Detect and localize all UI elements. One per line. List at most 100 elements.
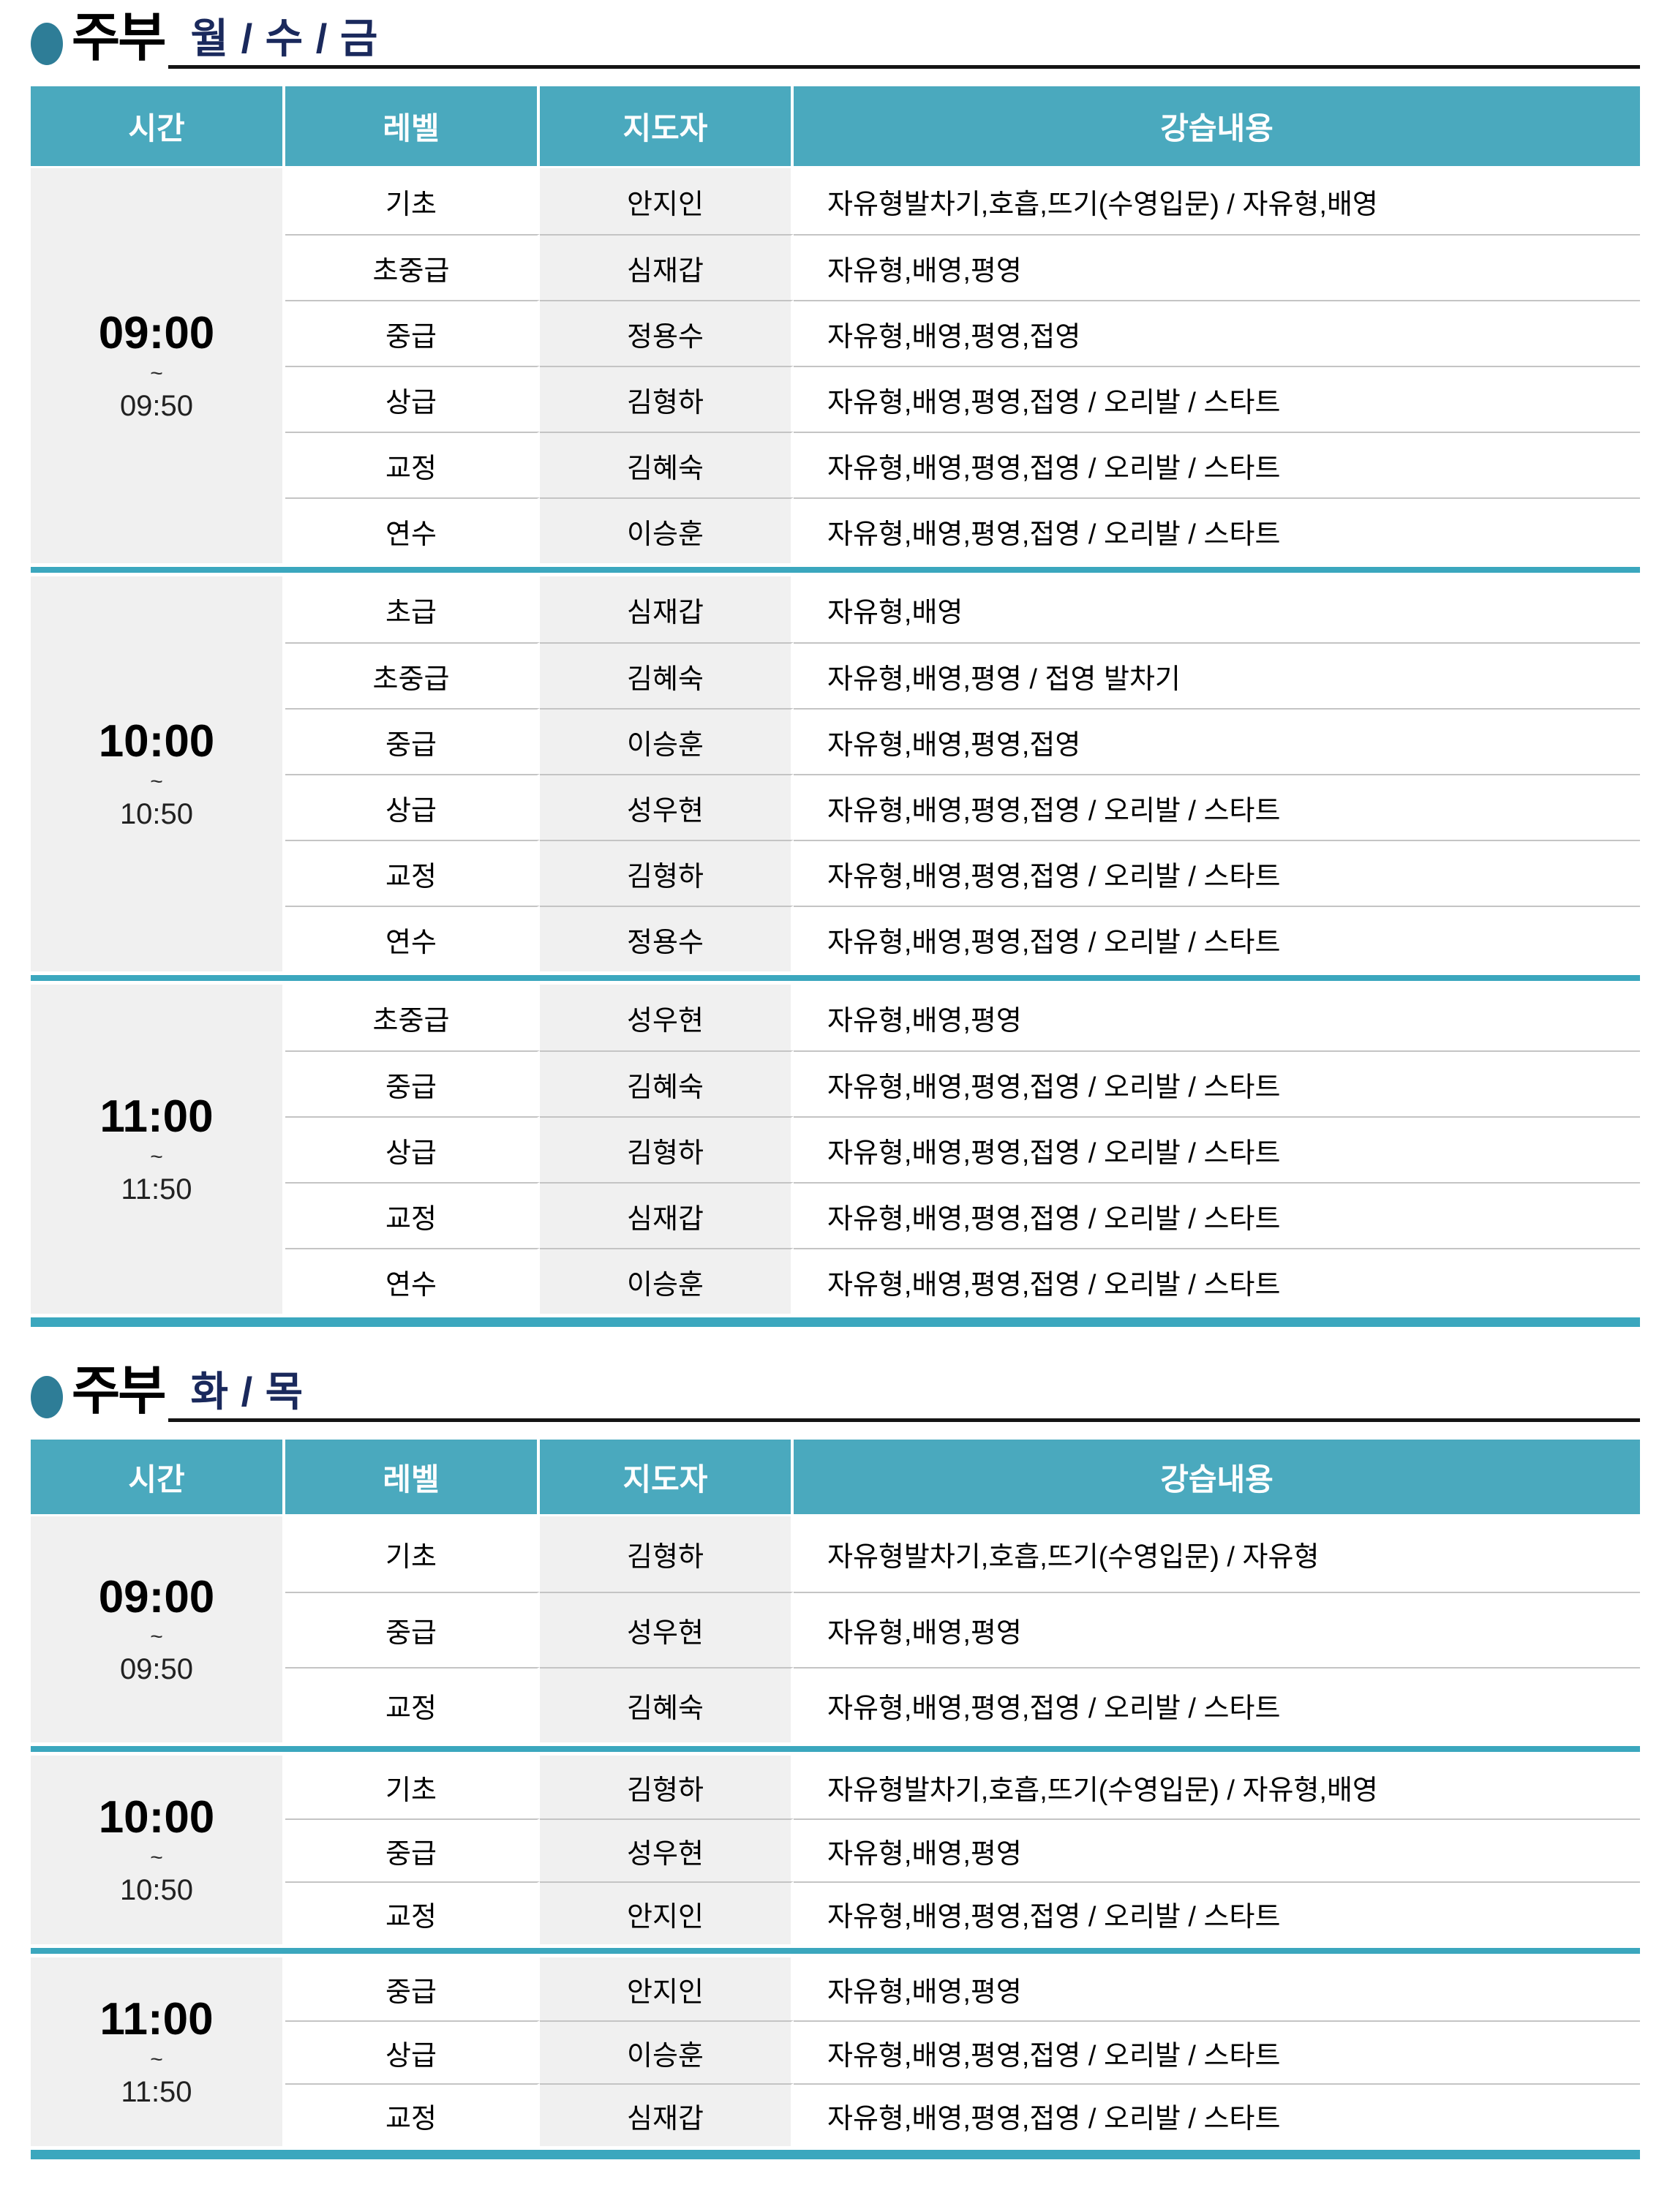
level-cell: 상급 — [285, 366, 540, 432]
level-cell: 교정 — [285, 432, 540, 497]
content-cell: 자유형발차기,호흡,뜨기(수영입문) / 자유형 — [794, 1516, 1640, 1592]
level-cell: 초급 — [285, 576, 540, 642]
content-cell: 자유형,배영,평영,접영 — [794, 300, 1640, 366]
time-tilde: ~ — [150, 1144, 163, 1169]
col-header-content: 강습내용 — [794, 1440, 1640, 1516]
instructor-cell: 성우현 — [540, 1818, 794, 1881]
instructor-cell: 김혜숙 — [540, 1050, 794, 1116]
table-row: 상급 김형하 자유형,배영,평영,접영 / 오리발 / 스타트 — [31, 1116, 1640, 1182]
level-cell: 교정 — [285, 1182, 540, 1248]
time-cell: 10:00 ~ 10:50 — [31, 576, 285, 971]
instructor-cell: 김형하 — [540, 1116, 794, 1182]
level-cell: 연수 — [285, 497, 540, 563]
time-cell: 09:00 ~ 09:50 — [31, 168, 285, 563]
table-row: 11:00 ~ 11:50 중급 안지인 자유형,배영,평영 — [31, 1957, 1640, 2146]
col-header-level: 레벨 — [285, 86, 540, 168]
time-end: 10:50 — [119, 1873, 194, 1906]
section-title-mwf: 주부 월 / 수 / 금 — [31, 12, 1640, 69]
content-cell: 자유형,배영,평영,접영 / 오리발 / 스타트 — [794, 906, 1640, 971]
schedule-table-tt: 시간 레벨 지도자 강습내용 09:00 ~ 09:50 기초 김형하 자유형발… — [31, 1440, 1640, 2159]
time-start: 10:00 — [98, 716, 215, 767]
level-cell: 기초 — [285, 1516, 540, 1592]
table-row: 교정 심재갑 자유형,배영,평영,접영 / 오리발 / 스타트 — [31, 2083, 1640, 2146]
table-row: 10:00 ~ 10:50 기초 김형하 자유형발차기,호흡,뜨기(수영입문) … — [31, 1756, 1640, 1944]
content-cell: 자유형,배영,평영,접영 / 오리발 / 스타트 — [794, 840, 1640, 906]
block-separator — [31, 971, 1640, 985]
col-header-time: 시간 — [31, 86, 285, 168]
table-bottom-border — [31, 1314, 1640, 1327]
content-cell: 자유형,배영,평영,접영 / 오리발 / 스타트 — [794, 774, 1640, 840]
instructor-cell: 정용수 — [540, 906, 794, 971]
level-cell: 중급 — [285, 708, 540, 774]
content-cell: 자유형,배영,평영 — [794, 234, 1640, 300]
content-cell: 자유형,배영,평영 / 접영 발차기 — [794, 642, 1640, 708]
table-row: 중급 정용수 자유형,배영,평영,접영 — [31, 300, 1640, 366]
title-underline: 월 / 수 / 금 — [168, 18, 1640, 69]
section-title-tt: 주부 화 / 목 — [31, 1365, 1640, 1422]
col-header-instructor: 지도자 — [540, 86, 794, 168]
content-cell: 자유형,배영,평영,접영 / 오리발 / 스타트 — [794, 1667, 1640, 1742]
level-cell: 초중급 — [285, 234, 540, 300]
section-title-text: 주부 — [72, 9, 166, 67]
level-cell: 중급 — [285, 1592, 540, 1667]
table-row: 교정 김혜숙 자유형,배영,평영,접영 / 오리발 / 스타트 — [31, 1667, 1640, 1742]
instructor-cell: 김혜숙 — [540, 432, 794, 497]
level-cell: 교정 — [285, 1881, 540, 1944]
table-row: 초중급 김혜숙 자유형,배영,평영 / 접영 발차기 — [31, 642, 1640, 708]
block-separator — [31, 1742, 1640, 1756]
time-end: 11:50 — [121, 2075, 192, 2108]
table-bottom-border — [31, 2146, 1640, 2159]
level-cell: 초중급 — [285, 985, 540, 1050]
table-row: 10:00 ~ 10:50 초급 심재갑 자유형,배영 — [31, 576, 1640, 971]
table-row: 중급 이승훈 자유형,배영,평영,접영 — [31, 708, 1640, 774]
content-cell: 자유형,배영,평영,접영 — [794, 708, 1640, 774]
content-cell: 자유형,배영,평영,접영 / 오리발 / 스타트 — [794, 1881, 1640, 1944]
content-cell: 자유형,배영,평영,접영 / 오리발 / 스타트 — [794, 366, 1640, 432]
level-cell: 연수 — [285, 1248, 540, 1314]
level-cell: 중급 — [285, 1818, 540, 1881]
table-row: 교정 안지인 자유형,배영,평영,접영 / 오리발 / 스타트 — [31, 1881, 1640, 1944]
instructor-cell: 성우현 — [540, 774, 794, 840]
table-row: 중급 김혜숙 자유형,배영,평영,접영 / 오리발 / 스타트 — [31, 1050, 1640, 1116]
level-cell: 교정 — [285, 1667, 540, 1742]
table-row: 교정 김혜숙 자유형,배영,평영,접영 / 오리발 / 스타트 — [31, 432, 1640, 497]
table-row: 교정 심재갑 자유형,배영,평영,접영 / 오리발 / 스타트 — [31, 1182, 1640, 1248]
time-tilde: ~ — [150, 1845, 163, 1870]
time-start: 09:00 — [98, 1571, 215, 1622]
level-cell: 교정 — [285, 2083, 540, 2146]
time-cell: 11:00 ~ 11:50 — [31, 985, 285, 1314]
content-cell: 자유형,배영,평영 — [794, 1592, 1640, 1667]
level-cell: 상급 — [285, 774, 540, 840]
level-cell: 연수 — [285, 906, 540, 971]
table-row: 초중급 심재갑 자유형,배영,평영 — [31, 234, 1640, 300]
table-row: 중급 성우현 자유형,배영,평영 — [31, 1818, 1640, 1881]
table-row: 연수 이승훈 자유형,배영,평영,접영 / 오리발 / 스타트 — [31, 1248, 1640, 1314]
instructor-cell: 김혜숙 — [540, 1667, 794, 1742]
time-cell: 09:00 ~ 09:50 — [31, 1516, 285, 1742]
time-start: 11:00 — [99, 1994, 214, 2045]
level-cell: 상급 — [285, 1116, 540, 1182]
table-row: 교정 김형하 자유형,배영,평영,접영 / 오리발 / 스타트 — [31, 840, 1640, 906]
level-cell: 중급 — [285, 1050, 540, 1116]
content-cell: 자유형,배영 — [794, 576, 1640, 642]
instructor-cell: 김형하 — [540, 366, 794, 432]
page-content: 주부 월 / 수 / 금 시간 레벨 지도자 강습내용 09:00 ~ 09:5… — [31, 0, 1640, 2159]
content-cell: 자유형,배영,평영,접영 / 오리발 / 스타트 — [794, 1050, 1640, 1116]
content-cell: 자유형,배영,평영,접영 / 오리발 / 스타트 — [794, 497, 1640, 563]
level-cell: 교정 — [285, 840, 540, 906]
level-cell: 기초 — [285, 1756, 540, 1818]
block-separator — [31, 563, 1640, 576]
level-cell: 중급 — [285, 1957, 540, 2020]
instructor-cell: 심재갑 — [540, 1182, 794, 1248]
time-cell: 10:00 ~ 10:50 — [31, 1756, 285, 1944]
time-end: 10:50 — [119, 797, 194, 830]
title-underline: 화 / 목 — [168, 1372, 1640, 1422]
block-separator — [31, 1944, 1640, 1957]
level-cell: 기초 — [285, 168, 540, 234]
instructor-cell: 김형하 — [540, 1756, 794, 1818]
section-title-days: 화 / 목 — [190, 1369, 304, 1415]
content-cell: 자유형발차기,호흡,뜨기(수영입문) / 자유형,배영 — [794, 168, 1640, 234]
table-row: 11:00 ~ 11:50 초중급 성우현 자유형,배영,평영 — [31, 985, 1640, 1314]
level-cell: 상급 — [285, 2020, 540, 2083]
time-cell: 11:00 ~ 11:50 — [31, 1957, 285, 2146]
